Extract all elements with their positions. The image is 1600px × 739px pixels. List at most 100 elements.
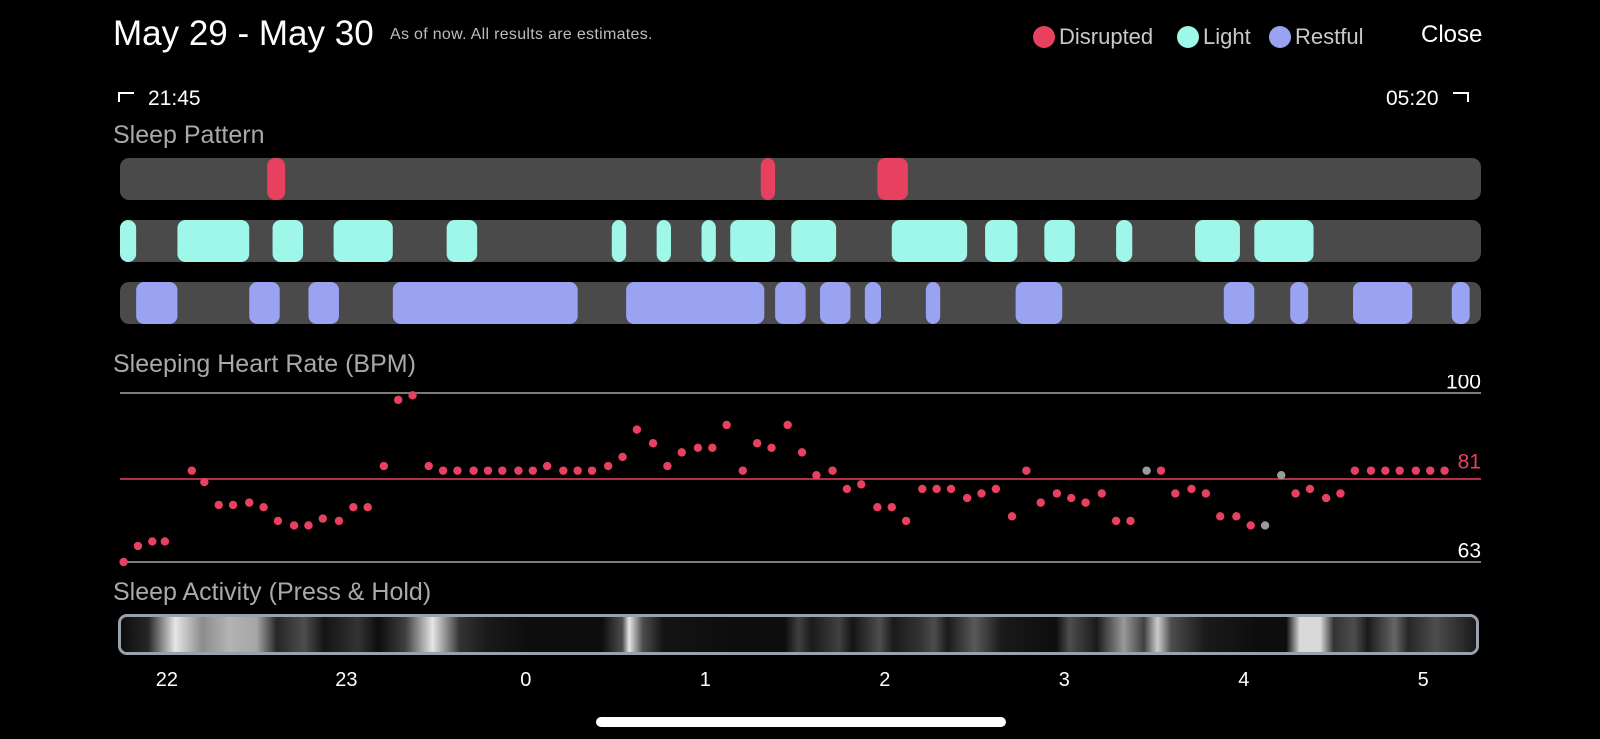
hr-point — [483, 466, 493, 475]
hr-point — [1426, 466, 1435, 475]
restful-segment — [626, 282, 765, 324]
estimate-disclaimer: As of now. All results are estimates. — [390, 26, 653, 43]
hr-point — [767, 443, 776, 453]
hr-point — [722, 420, 731, 430]
hr-point — [632, 425, 642, 434]
end-time-marker: 05:20 — [1386, 87, 1469, 111]
light-segment — [1195, 220, 1240, 262]
disrupted-segment — [267, 158, 286, 200]
close-button[interactable]: Close — [1421, 21, 1483, 48]
hr-point — [408, 391, 417, 400]
hr-point — [304, 521, 313, 530]
start-time-marker: 21:45 — [118, 87, 201, 111]
hr-point — [187, 466, 196, 475]
heart-rate-label: Sleeping Heart Rate (BPM) — [113, 350, 416, 378]
hr-point — [1126, 516, 1135, 526]
hr-point — [1097, 489, 1106, 498]
light-segment — [1254, 220, 1314, 262]
hr-point — [1336, 489, 1345, 498]
restful-segment — [1353, 282, 1413, 324]
hr-point — [160, 537, 170, 546]
start-time: 21:45 — [148, 87, 201, 110]
restful-segment — [925, 282, 941, 324]
legend-restful-label: Restful — [1295, 24, 1364, 49]
hour-label: 1 — [699, 669, 711, 691]
sleep-activity-label: Sleep Activity (Press & Hold) — [113, 578, 432, 606]
hr-point — [1067, 493, 1076, 503]
hr-point — [663, 461, 672, 471]
hr-point — [498, 466, 507, 475]
hr-point — [119, 557, 128, 567]
hr-point — [1411, 466, 1421, 475]
hr-point — [693, 443, 703, 453]
start-bracket-icon — [118, 92, 134, 102]
hr-point — [1321, 493, 1331, 503]
hr-point — [363, 502, 372, 512]
hr-point — [148, 537, 157, 546]
restful-segment — [1290, 282, 1309, 324]
hour-label: 23 — [335, 669, 358, 691]
hr-point — [648, 439, 658, 448]
hr-point — [1052, 489, 1062, 498]
hr-point — [259, 502, 268, 512]
hr-point — [334, 516, 344, 526]
legend-disrupted: Disrupted — [1033, 22, 1153, 52]
page-title: May 29 - May 30 — [113, 14, 374, 53]
hr-point — [133, 541, 143, 551]
hour-label: 5 — [1417, 669, 1429, 691]
end-time: 05:20 — [1386, 87, 1439, 110]
hr-point — [318, 514, 328, 523]
restful-segment — [1451, 282, 1470, 324]
home-indicator[interactable] — [596, 717, 1006, 727]
legend-light: Light — [1177, 22, 1251, 52]
disrupted-track — [120, 158, 1481, 200]
light-segment — [446, 220, 478, 262]
hr-max-label: 100 — [1446, 375, 1481, 394]
hr-point — [812, 471, 821, 480]
legend-light-label: Light — [1203, 24, 1251, 49]
hr-point — [245, 498, 254, 507]
hr-point — [1201, 489, 1211, 498]
light-segment — [177, 220, 250, 262]
restful-segment — [308, 282, 339, 324]
hr-point — [214, 500, 223, 510]
hr-point — [289, 521, 299, 530]
hr-point — [424, 461, 433, 471]
hr-point — [1171, 489, 1180, 498]
hr-point — [587, 466, 597, 475]
hr-point — [977, 489, 986, 498]
light-segment — [985, 220, 1018, 262]
hr-point — [1246, 521, 1255, 530]
hr-point — [393, 395, 403, 405]
hr-point — [469, 466, 478, 475]
legend-restful: Restful — [1269, 22, 1363, 52]
hr-point — [752, 439, 762, 448]
restful-segment — [1223, 282, 1255, 324]
hr-point — [1216, 512, 1225, 521]
light-segment — [656, 220, 672, 262]
hr-point — [1395, 466, 1404, 475]
light-segment — [611, 220, 627, 262]
hr-point — [1007, 512, 1017, 521]
hr-point — [200, 477, 209, 487]
disrupted-dot-icon — [1033, 26, 1055, 48]
sleep-activity-bar[interactable] — [118, 614, 1479, 655]
hr-point — [873, 502, 882, 512]
hr-point — [918, 484, 927, 494]
restful-segment — [864, 282, 881, 324]
hr-point — [1142, 466, 1151, 475]
light-segment — [333, 220, 393, 262]
restful-segment — [392, 282, 578, 324]
hr-point — [603, 461, 613, 471]
sleep-pattern-label: Sleep Pattern — [113, 121, 265, 149]
restful-segment — [136, 282, 178, 324]
hr-point — [1350, 466, 1360, 475]
disrupted-segment — [760, 158, 776, 200]
sleep-pattern-chart — [120, 158, 1481, 324]
hour-label: 0 — [520, 669, 532, 691]
hr-point — [962, 493, 972, 503]
legend-disrupted-label: Disrupted — [1059, 24, 1154, 49]
hr-point — [708, 443, 717, 453]
light-segment — [120, 220, 137, 262]
hr-point — [1111, 516, 1121, 526]
